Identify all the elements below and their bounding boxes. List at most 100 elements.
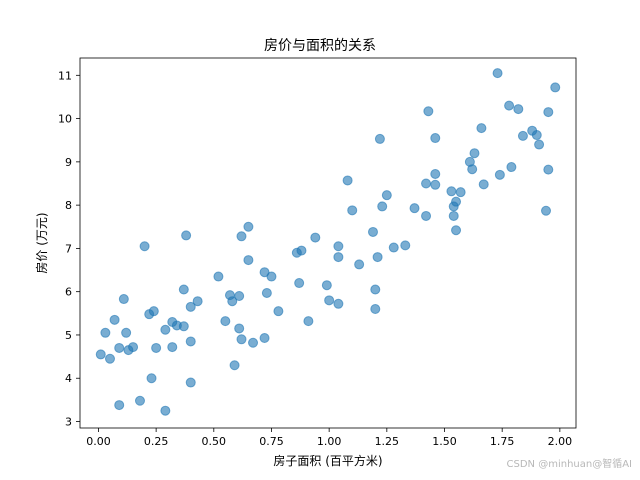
data-point-24 — [185, 301, 196, 312]
data-point-39 — [248, 337, 259, 348]
data-point-43 — [266, 271, 277, 282]
data-point-36 — [236, 231, 247, 242]
plot-area-frame — [79, 57, 577, 429]
data-point-78 — [451, 225, 462, 236]
data-point-37 — [243, 255, 254, 266]
data-point-17 — [160, 405, 171, 416]
data-point-1 — [100, 327, 111, 338]
data-point-67 — [409, 203, 420, 214]
data-point-96 — [543, 164, 554, 175]
data-point-92 — [531, 130, 542, 141]
y-tick-label-0: 3 — [65, 416, 72, 429]
x-tick-label-1: 0.25 — [144, 435, 169, 448]
data-point-58 — [367, 226, 378, 237]
data-point-65 — [388, 242, 399, 253]
data-point-69 — [421, 210, 432, 221]
x-tick-label-0: 0.00 — [86, 435, 111, 448]
data-point-83 — [476, 123, 487, 134]
x-tick-label-5: 1.25 — [375, 435, 400, 448]
data-point-48 — [303, 316, 314, 327]
data-point-6 — [118, 294, 129, 305]
data-point-9 — [128, 342, 139, 353]
data-point-84 — [478, 179, 489, 190]
data-point-23 — [181, 230, 192, 241]
y-tick-label-3: 6 — [65, 286, 72, 299]
data-point-5 — [114, 400, 125, 411]
data-point-60 — [370, 303, 381, 314]
data-point-3 — [109, 314, 120, 325]
x-axis-ticks: 0.00 0.25 0.50 0.75 1.00 1.25 1.50 1.75 2.00 — [86, 428, 572, 448]
data-point-88 — [506, 162, 517, 173]
data-point-10 — [134, 395, 145, 406]
data-point-71 — [430, 168, 441, 179]
data-point-19 — [167, 342, 178, 353]
data-point-81 — [467, 164, 478, 175]
data-point-35 — [236, 334, 247, 345]
data-point-54 — [333, 298, 344, 309]
data-point-97 — [550, 82, 561, 93]
y-tick-label-8: 11 — [58, 69, 72, 82]
data-point-21 — [178, 284, 189, 295]
x-tick-label-6: 1.50 — [432, 435, 457, 448]
data-point-77 — [451, 196, 462, 207]
x-tick-label-4: 1.00 — [317, 435, 342, 448]
data-point-33 — [234, 291, 245, 302]
data-point-64 — [381, 190, 392, 201]
data-point-32 — [229, 360, 240, 371]
data-point-57 — [354, 259, 365, 270]
data-point-76 — [448, 210, 459, 221]
data-point-70 — [423, 106, 434, 117]
data-point-90 — [517, 130, 528, 141]
data-point-74 — [446, 186, 457, 197]
data-point-31 — [227, 296, 238, 307]
data-point-22 — [178, 321, 189, 332]
x-tick-label-8: 2.00 — [548, 435, 573, 448]
data-point-63 — [377, 201, 388, 212]
data-point-82 — [469, 148, 480, 159]
data-point-47 — [296, 245, 307, 256]
data-point-62 — [374, 133, 385, 144]
data-point-15 — [151, 342, 162, 353]
data-point-79 — [455, 187, 466, 198]
data-point-34 — [234, 323, 245, 334]
data-point-4 — [114, 342, 125, 353]
data-point-0 — [95, 349, 106, 360]
data-point-93 — [534, 139, 545, 150]
data-point-16 — [160, 324, 171, 335]
data-point-13 — [148, 306, 159, 317]
data-point-72 — [430, 133, 441, 144]
data-point-52 — [333, 241, 344, 252]
y-tick-label-5: 8 — [65, 199, 72, 212]
data-point-85 — [492, 68, 503, 79]
data-point-53 — [333, 252, 344, 263]
data-point-86 — [494, 169, 505, 180]
x-tick-label-2: 0.50 — [202, 435, 227, 448]
data-point-44 — [273, 306, 284, 317]
data-point-68 — [421, 178, 432, 189]
data-points — [95, 68, 561, 416]
y-tick-label-7: 10 — [58, 113, 72, 126]
data-point-46 — [294, 278, 305, 289]
data-point-51 — [324, 295, 335, 306]
y-tick-label-6: 9 — [65, 156, 72, 169]
data-point-42 — [261, 287, 272, 298]
data-point-27 — [192, 296, 203, 307]
data-point-38 — [243, 221, 254, 232]
x-tick-label-3: 0.75 — [259, 435, 284, 448]
x-tick-label-7: 1.75 — [490, 435, 515, 448]
data-point-40 — [259, 332, 270, 343]
data-point-89 — [513, 104, 524, 115]
data-point-2 — [104, 353, 115, 364]
y-axis-ticks: 3 4 5 6 7 8 9 10 11 — [58, 69, 80, 429]
data-point-73 — [430, 179, 441, 190]
data-point-59 — [370, 284, 381, 295]
data-point-14 — [146, 373, 157, 384]
data-point-61 — [372, 252, 383, 263]
data-point-25 — [185, 377, 196, 388]
data-point-94 — [541, 205, 552, 216]
y-tick-label-2: 5 — [65, 329, 72, 342]
data-point-11 — [139, 241, 150, 252]
data-point-26 — [185, 336, 196, 347]
y-axis-label: 房价 (万元) — [34, 212, 49, 273]
